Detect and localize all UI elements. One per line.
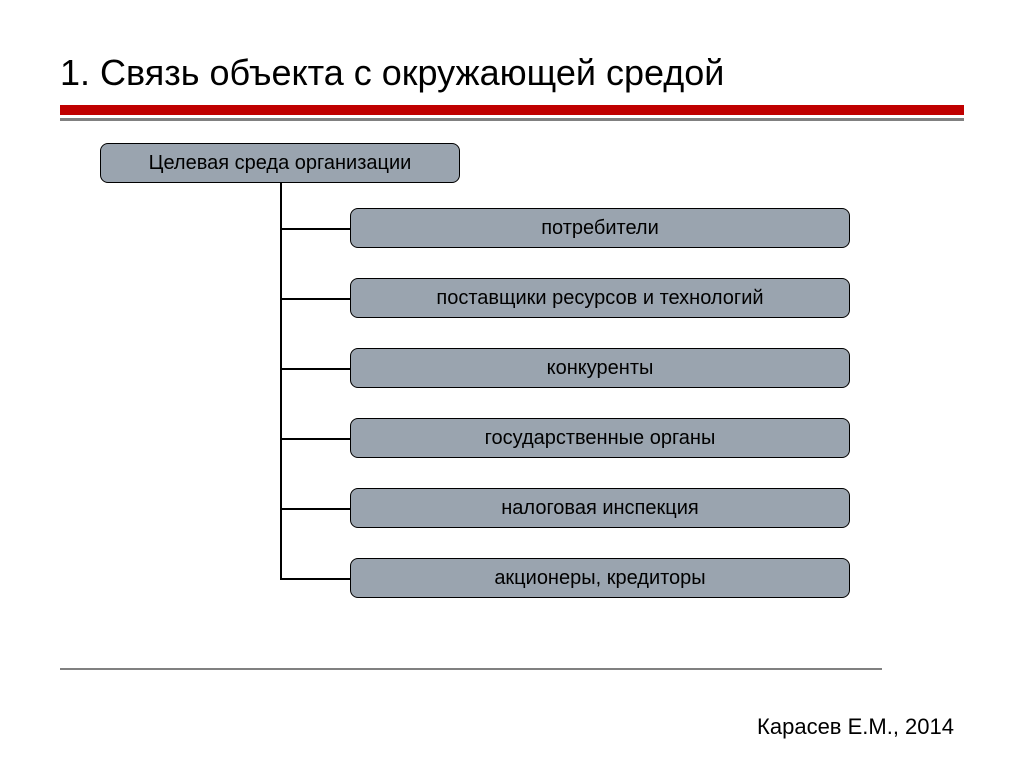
tree-child: государственные органы [350,418,850,458]
slide: 1. Связь объекта с окружающей средой Цел… [0,0,1024,768]
tree-child: акционеры, кредиторы [350,558,850,598]
slide-title: 1. Связь объекта с окружающей средой [60,50,964,95]
tree-child: потребители [350,208,850,248]
tree-branch [280,368,350,370]
org-tree-diagram: Целевая среда организации потребители пост… [60,143,964,603]
bottom-rule [60,668,882,670]
tree-branch [280,508,350,510]
tree-child: поставщики ресурсов и технологий [350,278,850,318]
tree-branch [280,438,350,440]
tree-branch [280,228,350,230]
slide-footer: Карасев Е.М., 2014 [757,714,954,740]
tree-root: Целевая среда организации [100,143,460,183]
tree-trunk [280,183,282,578]
tree-branch [280,298,350,300]
tree-branch [280,578,350,580]
red-bar [60,105,964,115]
tree-child: конкуренты [350,348,850,388]
title-underline [60,105,964,121]
tree-child: налоговая инспекция [350,488,850,528]
gray-bar [60,118,964,121]
